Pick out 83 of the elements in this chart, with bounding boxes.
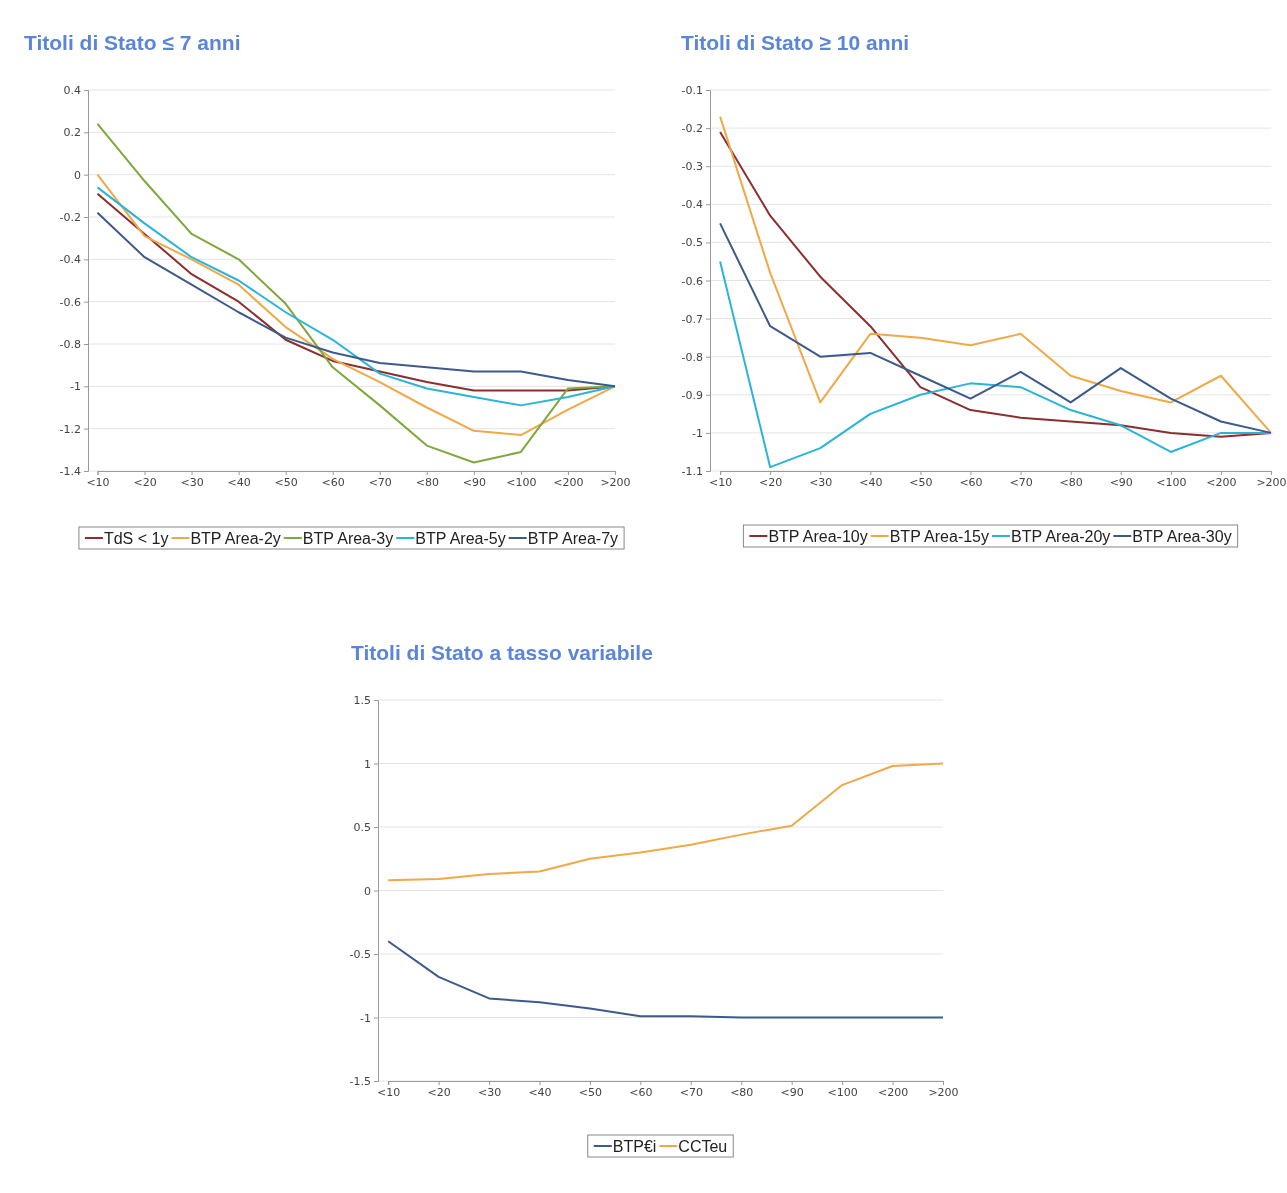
y-tick-label: -0.8 [59,338,81,352]
line-series [96,173,616,437]
x-tick-label: <50 [578,1085,603,1099]
y-tick-label: 1.5 [353,694,371,708]
x-tick-label: <60 [321,475,345,489]
y-tick-label: 0.5 [353,821,371,835]
y-tick-label: 0.2 [63,126,81,140]
x-tick-label: <90 [1109,475,1133,489]
y-tick-label: -0.5 [349,948,371,962]
x-tick-label: <200 [553,475,584,489]
x-tick-label: >200 [928,1085,959,1099]
chart-title: Titoli di Stato ≥ 10 anni [681,31,910,54]
x-tick-label: <90 [462,475,486,489]
y-tick-label: -1 [360,1011,371,1025]
y-tick-label: -0.6 [681,274,703,288]
x-tick-label: <100 [1156,475,1187,489]
y-tick-label: -0.6 [59,295,81,309]
line-series [387,940,944,1019]
x-tick-label: <40 [528,1085,552,1099]
x-tick-label: <90 [780,1085,804,1099]
x-tick-label: <80 [1059,475,1083,489]
y-tick-label: -0.7 [681,312,703,326]
x-tick-label: <60 [959,475,983,489]
line-series [719,260,1272,469]
y-tick-label: 0.4 [63,84,81,98]
chart-title: Titoli di Stato ≤ 7 anni [24,31,241,54]
x-tick-label: <70 [1009,475,1033,489]
y-tick-label: -1 [692,426,703,440]
x-tick-label: <70 [368,475,392,489]
legend-label: BTP Area-7y [527,530,619,547]
x-tick-label: >200 [600,475,631,489]
legend-label: BTP Area-2y [190,530,281,547]
y-tick-label: -0.8 [681,350,703,364]
y-tick-label: -1.1 [681,465,703,479]
y-tick-label: 0 [364,884,371,898]
x-tick-label: <80 [730,1085,754,1099]
x-tick-label: <80 [415,475,439,489]
x-tick-label: <10 [708,475,733,489]
legend-label: BTP Area-3y [302,530,394,547]
legend-label: CCTeu [678,1138,728,1155]
x-tick-label: <100 [506,475,537,489]
y-tick-label: -0.1 [681,84,703,98]
x-tick-label: <50 [909,475,933,489]
x-tick-label: <40 [227,475,251,489]
legend-label: BTP€i [612,1138,657,1155]
x-tick-label: <20 [759,475,783,489]
legend-label: BTP Area-30y [1132,528,1232,545]
legend-label: BTP Area-5y [415,530,506,547]
y-tick-label: 0 [74,168,81,182]
x-tick-label: <30 [477,1085,502,1099]
y-tick-label: -1.5 [349,1075,371,1089]
line-series [387,762,944,882]
x-tick-label: <60 [629,1085,653,1099]
y-tick-label: -1 [70,380,81,394]
y-tick-label: -0.4 [681,198,703,212]
y-tick-label: -0.3 [681,160,703,174]
x-tick-label: <20 [133,475,157,489]
x-tick-label: <200 [877,1085,909,1099]
x-tick-label: <50 [274,475,298,489]
legend-label: BTP Area-10y [768,528,868,545]
x-tick-label: >200 [1256,475,1287,489]
x-tick-label: <10 [86,475,110,489]
legend-label: BTP Area-20y [1011,528,1111,545]
x-tick-label: <10 [377,1085,401,1099]
y-tick-label: 1 [364,757,371,771]
x-tick-label: <30 [809,475,833,489]
legend-label: BTP Area-15y [889,528,989,545]
y-tick-label: -0.9 [681,388,703,402]
line-series [719,222,1272,434]
chart-title: Titoli di Stato a tasso variabile [351,641,653,664]
y-tick-label: -0.2 [681,122,703,136]
x-tick-label: <100 [827,1085,858,1099]
x-tick-label: <40 [859,475,883,489]
x-tick-label: <200 [1206,475,1237,489]
y-tick-label: -1.2 [59,422,81,436]
legend-label: TdS < 1y [103,530,169,547]
x-tick-label: <30 [180,475,204,489]
x-tick-label: <70 [679,1085,703,1099]
y-tick-label: -0.2 [59,211,81,225]
y-tick-label: -0.4 [59,253,81,267]
y-tick-label: -1.4 [59,465,81,479]
y-tick-label: -0.5 [681,236,703,250]
x-tick-label: <20 [427,1085,451,1099]
